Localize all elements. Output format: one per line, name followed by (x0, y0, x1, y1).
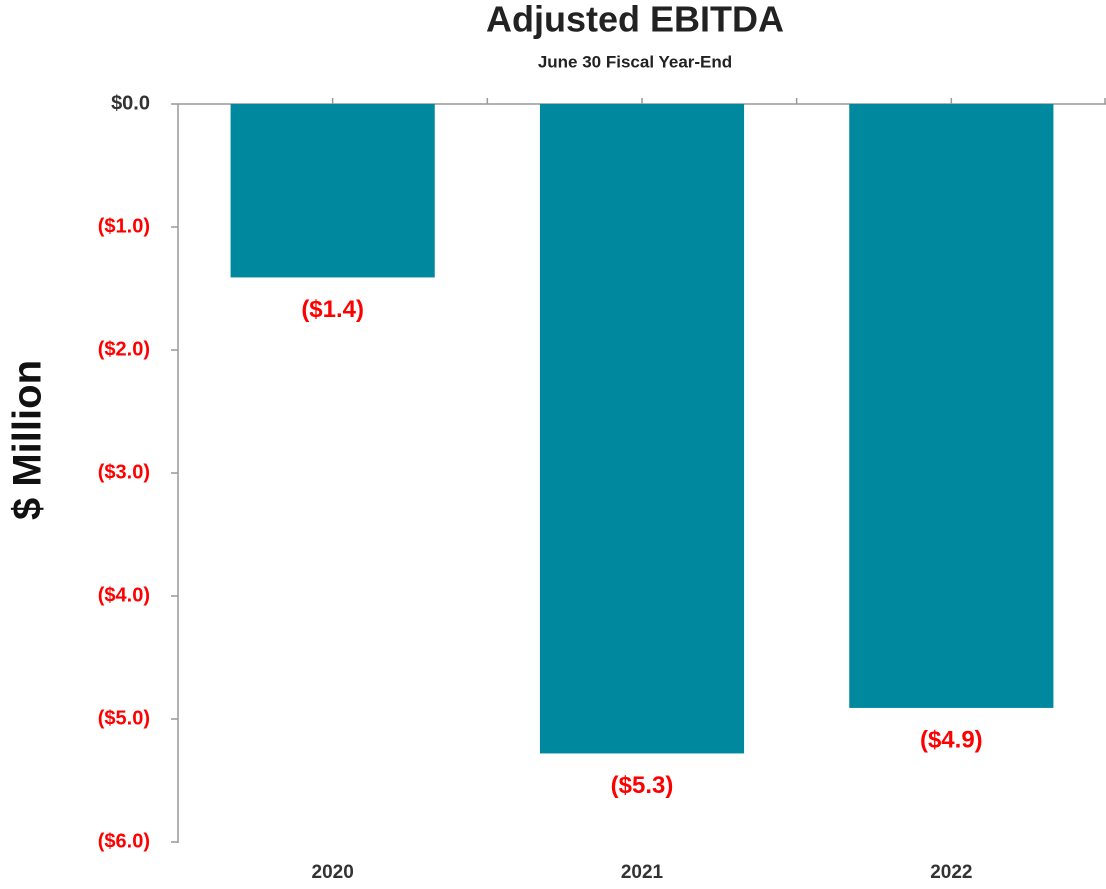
bar (230, 104, 435, 278)
y-tick-label: ($1.0) (98, 215, 150, 237)
chart-title: Adjusted EBITDA (486, 0, 784, 40)
x-tick-label: 2020 (312, 862, 354, 883)
y-tick-label: ($3.0) (98, 461, 150, 483)
y-axis-label: $ Million (6, 360, 50, 520)
y-tick-label: ($4.0) (98, 584, 150, 606)
x-tick-label: 2021 (621, 862, 664, 883)
chart-subtitle: June 30 Fiscal Year-End (538, 52, 732, 71)
y-tick-label: $0.0 (111, 92, 150, 114)
x-tick-label: 2022 (930, 862, 972, 883)
bar (539, 104, 745, 754)
bar (849, 104, 1054, 708)
y-tick-label: ($2.0) (98, 338, 150, 360)
value-label: ($1.4) (301, 296, 364, 323)
value-label: ($5.3) (611, 772, 674, 799)
y-tick-label: ($6.0) (98, 830, 150, 852)
y-tick-label: ($5.0) (98, 707, 150, 729)
value-label: ($4.9) (920, 726, 983, 753)
